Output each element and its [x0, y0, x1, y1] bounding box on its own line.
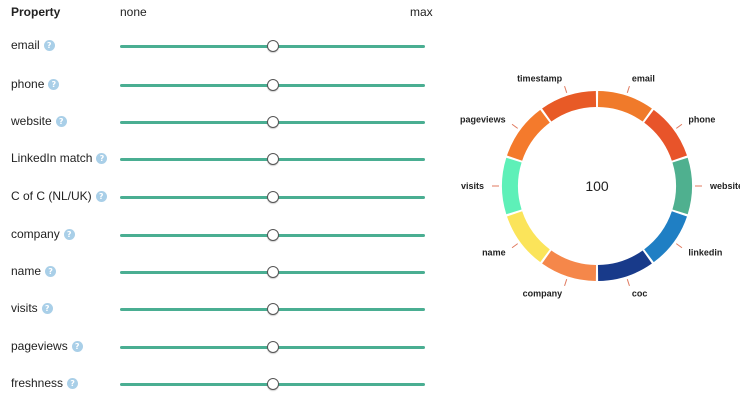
weight-slider-handle[interactable]: [266, 229, 279, 241]
donut-slice-website: [672, 157, 692, 215]
donut-label-visits: visits: [461, 181, 484, 191]
property-label: pageviews?: [11, 339, 83, 353]
donut-label-coc: coc: [632, 288, 648, 298]
weight-slider-handle[interactable]: [266, 266, 279, 278]
help-icon[interactable]: ?: [48, 78, 60, 90]
help-icon[interactable]: ?: [43, 39, 55, 51]
donut-label-pageviews: pageviews: [460, 115, 506, 125]
property-label: LinkedIn match?: [11, 151, 108, 165]
donut-slice-pageviews: [507, 109, 550, 161]
donut-slice-linkedin: [644, 211, 687, 263]
property-label-text: C of C (NL/UK): [11, 189, 92, 203]
property-row: email?: [0, 35, 440, 57]
property-row: LinkedIn match?: [0, 148, 440, 170]
donut-slice-name: [507, 211, 550, 263]
donut-label-tick: [675, 123, 683, 129]
property-label-text: email: [11, 38, 40, 52]
property-label-text: name: [11, 264, 42, 278]
donut-slice-timestamp: [542, 91, 597, 122]
property-label-text: phone: [11, 77, 45, 91]
property-label: company?: [11, 227, 75, 241]
weight-slider-handle[interactable]: [266, 341, 279, 353]
property-label-text: LinkedIn match: [11, 151, 93, 165]
donut-label-timestamp: timestamp: [517, 74, 563, 84]
property-label: name?: [11, 264, 57, 278]
property-label-text: pageviews: [11, 339, 68, 353]
donut-label-phone: phone: [688, 115, 715, 125]
property-row: phone?: [0, 74, 440, 96]
donut-label-tick: [675, 243, 683, 249]
property-row: website?: [0, 111, 440, 133]
weight-slider-handle[interactable]: [266, 40, 279, 52]
donut-slice-company: [542, 250, 597, 281]
property-row: C of C (NL/UK)?: [0, 186, 440, 208]
property-label: website?: [11, 114, 67, 128]
property-label-text: website: [11, 114, 52, 128]
donut-label-tick: [626, 279, 630, 287]
donut-label-tick: [626, 85, 630, 93]
property-row: company?: [0, 224, 440, 246]
donut-label-tick: [511, 243, 519, 249]
donut-label-tick: [564, 85, 568, 93]
property-row: pageviews?: [0, 336, 440, 358]
weight-slider-handle[interactable]: [266, 378, 279, 390]
property-label: C of C (NL/UK)?: [11, 189, 107, 203]
help-icon[interactable]: ?: [55, 115, 67, 127]
weight-donut-chart: email phone website linkedin coc company name v…: [460, 74, 740, 299]
donut-slice-coc: [597, 250, 652, 281]
donut-label-name: name: [482, 247, 506, 257]
property-row: visits?: [0, 298, 440, 320]
scale-min-label: none: [120, 5, 147, 19]
property-row: name?: [0, 261, 440, 283]
donut-label-email: email: [632, 74, 655, 84]
weight-slider-handle[interactable]: [266, 79, 279, 91]
help-icon[interactable]: ?: [96, 152, 108, 164]
weight-slider-handle[interactable]: [266, 153, 279, 165]
donut-slice-phone: [644, 109, 687, 161]
help-icon[interactable]: ?: [71, 340, 83, 352]
scale-max-label: max: [410, 5, 433, 19]
donut-label-tick: [511, 123, 519, 129]
property-label-text: freshness: [11, 376, 64, 390]
donut-slice-visits: [502, 157, 522, 215]
donut-label-website: website: [709, 181, 740, 191]
weight-slider-handle[interactable]: [266, 191, 279, 203]
property-row: freshness?: [0, 373, 440, 395]
help-icon[interactable]: ?: [67, 377, 79, 389]
help-icon[interactable]: ?: [63, 228, 75, 240]
donut-label-tick: [564, 279, 568, 287]
property-label: phone?: [11, 77, 60, 91]
property-label: freshness?: [11, 376, 79, 390]
donut-center-total: 100: [585, 178, 609, 194]
donut-label-linkedin: linkedin: [688, 247, 722, 257]
property-column-header: Property: [11, 5, 61, 19]
help-icon[interactable]: ?: [45, 265, 57, 277]
donut-slice-email: [597, 91, 652, 122]
property-label: email?: [11, 38, 55, 52]
donut-label-company: company: [523, 288, 563, 298]
property-label-text: visits: [11, 301, 38, 315]
help-icon[interactable]: ?: [95, 190, 107, 202]
weight-slider-handle[interactable]: [266, 116, 279, 128]
property-label: visits?: [11, 301, 53, 315]
help-icon[interactable]: ?: [41, 302, 53, 314]
weight-slider-handle[interactable]: [266, 303, 279, 315]
property-label-text: company: [11, 227, 60, 241]
